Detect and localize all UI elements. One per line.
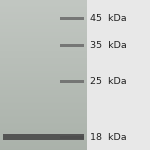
Text: 35  kDa: 35 kDa [90,40,127,50]
Text: 45  kDa: 45 kDa [90,14,127,23]
Bar [60,136,84,139]
Bar [60,17,84,20]
Bar [87,0,150,150]
Bar [60,80,84,83]
Text: 25  kDa: 25 kDa [90,77,127,86]
Text: 18  kDa: 18 kDa [90,133,127,142]
Bar [3,134,84,140]
Bar [60,44,84,46]
